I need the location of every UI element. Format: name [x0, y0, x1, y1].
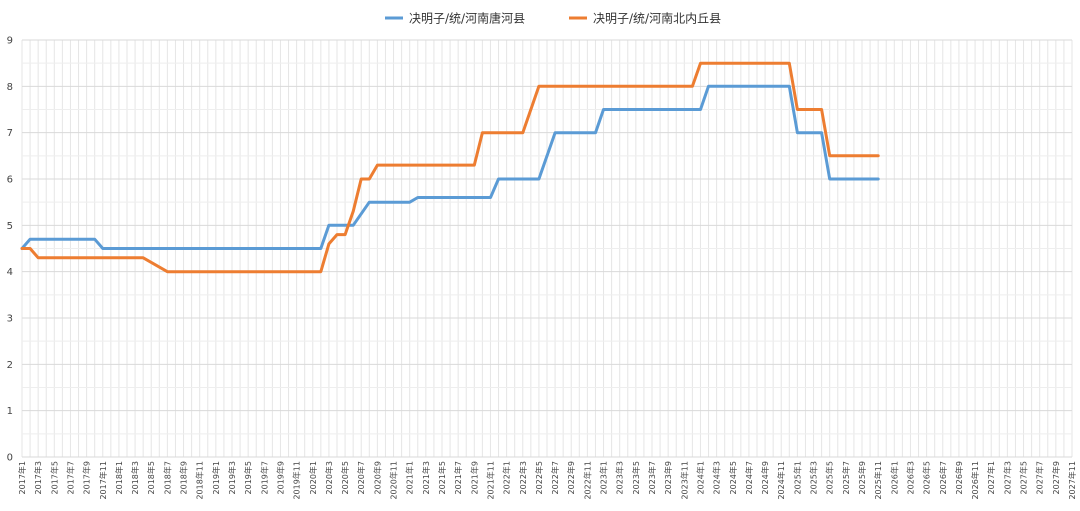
y-tick-label: 9	[7, 36, 13, 47]
x-tick-label: 2017年7	[65, 461, 75, 494]
x-tick-label: 2026年9	[954, 461, 964, 494]
x-tick-label: 2027年1	[986, 461, 996, 494]
x-tick-label: 2021年11	[485, 461, 495, 500]
x-tick-label: 2020年7	[356, 461, 366, 494]
x-tick-label: 2019年1	[211, 461, 221, 494]
x-tick-label: 2024年5	[728, 461, 738, 494]
x-tick-label: 2019年9	[275, 461, 285, 494]
axes: 0 1 2 3 4 5 6 7 8 9 2017年1 2017年3 2017年5 2017年7 2017年9…	[7, 36, 1077, 500]
x-tick-label: 2027年9	[1051, 461, 1061, 494]
x-tick-label: 2022年9	[566, 461, 576, 494]
x-tick-label: 2023年11	[679, 461, 689, 500]
x-tick-label: 2020年5	[340, 461, 350, 494]
x-tick-label: 2026年3	[905, 461, 915, 494]
x-tick-label: 2018年1	[114, 461, 124, 494]
x-tick-label: 2025年1	[792, 461, 802, 494]
y-tick-label: 4	[7, 267, 13, 278]
x-tick-label: 2019年7	[259, 461, 269, 494]
x-tick-label: 2021年5	[437, 461, 447, 494]
x-tick-label: 2026年11	[970, 461, 980, 500]
x-tick-label: 2021年7	[453, 461, 463, 494]
x-tick-label: 2020年11	[389, 461, 399, 500]
y-tick-label: 8	[7, 82, 13, 93]
legend-label-1: 决明子/统/河南唐河县	[409, 11, 525, 26]
x-tick-label: 2026年7	[938, 461, 948, 494]
x-tick-label: 2023年7	[647, 461, 657, 494]
x-tick-label: 2026年1	[889, 461, 899, 494]
x-tick-label: 2021年9	[469, 461, 479, 494]
x-tick-label: 2021年3	[421, 461, 431, 494]
x-tick-label: 2020年1	[308, 461, 318, 494]
x-tick-label: 2024年1	[695, 461, 705, 494]
x-tick-label: 2017年11	[98, 461, 108, 500]
legend: 决明子/统/河南唐河县 决明子/统/河南北内丘县	[385, 11, 721, 26]
x-tick-label: 2022年5	[534, 461, 544, 494]
x-tick-label: 2020年3	[324, 461, 334, 494]
x-tick-label: 2020年9	[372, 461, 382, 494]
x-tick-label: 2022年1	[502, 461, 512, 494]
x-tick-label: 2025年3	[809, 461, 819, 494]
legend-label-2: 决明子/统/河南北内丘县	[593, 11, 721, 26]
x-tick-label: 2018年11	[195, 461, 205, 500]
series-line-1	[20, 84, 880, 250]
x-tick-label: 2018年9	[179, 461, 189, 494]
y-tick-label: 0	[7, 453, 13, 464]
x-tick-label: 2025年11	[873, 461, 883, 500]
x-tick-label: 2027年3	[1002, 461, 1012, 494]
x-tick-label: 2023年9	[663, 461, 673, 494]
x-tick-label: 2022年11	[582, 461, 592, 500]
y-tick-label: 1	[7, 406, 13, 417]
x-tick-label: 2017年3	[33, 461, 43, 494]
x-tick-label: 2019年5	[243, 461, 253, 494]
x-tick-label: 2027年5	[1019, 461, 1029, 494]
x-tick-label: 2018年3	[130, 461, 140, 494]
x-tick-label: 2023年3	[615, 461, 625, 494]
y-tick-label: 3	[7, 314, 13, 325]
y-tick-label: 2	[7, 360, 13, 371]
x-tick-label: 2025年9	[857, 461, 867, 494]
x-tick-label: 2022年3	[518, 461, 528, 494]
x-tick-label: 2024年9	[760, 461, 770, 494]
x-tick-label: 2027年11	[1067, 461, 1077, 500]
x-tick-label: 2021年1	[405, 461, 415, 494]
series-line-2	[20, 61, 880, 274]
x-tick-label: 2019年3	[227, 461, 237, 494]
y-tick-label: 6	[7, 175, 13, 186]
x-tick-label: 2024年11	[776, 461, 786, 500]
x-tick-label: 2026年5	[922, 461, 932, 494]
x-tick-label: 2025年7	[841, 461, 851, 494]
x-tick-label: 2024年3	[712, 461, 722, 494]
x-tick-label: 2023年1	[599, 461, 609, 494]
x-tick-label: 2017年1	[17, 461, 27, 494]
y-tick-label: 5	[7, 221, 13, 232]
x-tick-label: 2017年9	[82, 461, 92, 494]
x-tick-label: 2024年7	[744, 461, 754, 494]
series-lines	[20, 61, 880, 274]
x-tick-label: 2017年5	[49, 461, 59, 494]
y-tick-label: 7	[7, 128, 13, 139]
x-tick-label: 2019年11	[292, 461, 302, 500]
x-tick-label: 2018年5	[146, 461, 156, 494]
x-tick-label: 2027年7	[1035, 461, 1045, 494]
x-tick-label: 2022年7	[550, 461, 560, 494]
x-tick-label: 2018年7	[162, 461, 172, 494]
x-tick-label: 2023年5	[631, 461, 641, 494]
x-tick-label: 2025年5	[825, 461, 835, 494]
